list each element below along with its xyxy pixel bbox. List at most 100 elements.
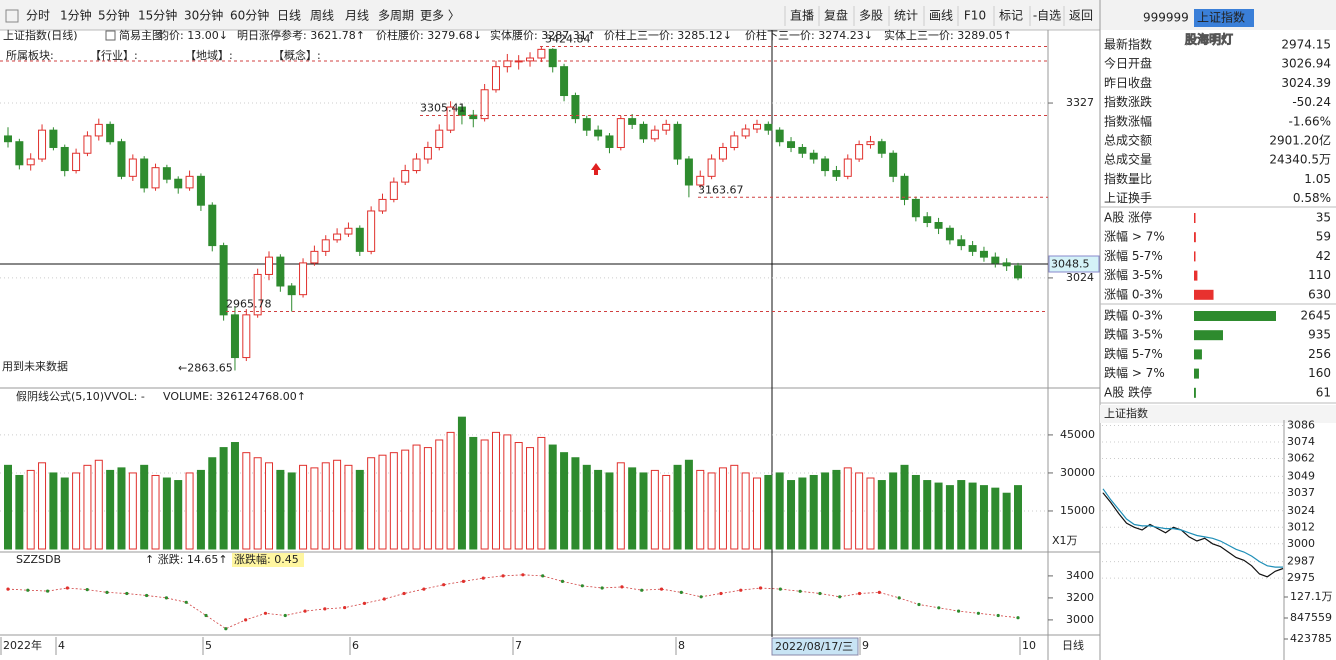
indicator-point [679, 590, 683, 595]
toolbar-button[interactable]: -自选 [1033, 9, 1061, 23]
volume-bar [412, 444, 421, 550]
volume-bar [208, 457, 217, 550]
toolbar-icon[interactable] [5, 9, 19, 23]
toolbar-button[interactable]: 标记 [999, 9, 1023, 23]
indicator-value: 明日涨停参考: 3621.78↑ [237, 28, 365, 42]
candle-body [741, 128, 750, 137]
volume-bar [571, 457, 580, 550]
tab[interactable]: 月线 [345, 9, 369, 23]
indicator-point [382, 597, 386, 601]
indicator-point [362, 601, 367, 606]
toolbar-button[interactable]: 多股 [859, 9, 883, 23]
tab[interactable]: 分时 [26, 9, 50, 23]
quote-value: -1.66% [1289, 114, 1331, 128]
volume-bar [26, 469, 35, 550]
candle-body [684, 158, 693, 186]
candle-body [185, 175, 194, 189]
x-tick-label: 2022年 [3, 638, 42, 652]
indicator-point [46, 589, 50, 593]
toolbar-button[interactable]: 直播 [790, 9, 814, 23]
tab[interactable]: 15分钟 [138, 8, 177, 23]
volume-bar [855, 472, 864, 550]
quote-label: 指数涨跌 [1104, 94, 1152, 109]
indicator-point [976, 611, 980, 615]
candle-body [821, 158, 830, 172]
volume-bar [162, 477, 171, 550]
quote-value: 24340.5万 [1269, 153, 1331, 167]
toolbar-button[interactable]: 统计 [894, 9, 918, 23]
candle-body [196, 175, 205, 206]
indicator-point [343, 605, 347, 610]
tab[interactable]: 更多 〉 [420, 9, 460, 23]
volume-bar [923, 480, 932, 550]
volume-bar [106, 469, 115, 550]
indicator-point [105, 590, 109, 595]
y-tick-label: 423785 [1290, 632, 1332, 645]
candle-body [809, 152, 818, 160]
y-tick-label: 3400 [1066, 569, 1094, 582]
candle-body [911, 198, 920, 218]
sector-label: 所属板块: [6, 48, 54, 62]
volume-bar [480, 439, 489, 550]
y-tick-label: 3024 [1287, 504, 1315, 517]
candle-body [923, 216, 932, 224]
toolbar-button[interactable]: F10 [964, 9, 986, 23]
candle-body [287, 285, 296, 296]
breadth-label: 涨幅 5-7% [1104, 248, 1163, 263]
tab[interactable]: 多周期 [378, 9, 414, 23]
y-tick-label: 127.1万 [1290, 590, 1333, 603]
candle-body [639, 123, 648, 140]
stock-code: 999999 [1143, 11, 1189, 25]
candle-body [491, 66, 500, 91]
breadth-bar [1194, 368, 1199, 379]
breadth-count: 160 [1308, 366, 1331, 380]
chart-mode[interactable]: 简易主图 [119, 28, 163, 42]
toolbar-button[interactable]: 复盘 [824, 8, 848, 23]
candle-body [877, 141, 886, 154]
x-tick-label: 8 [678, 639, 685, 652]
x-tick-label: 10 [1022, 639, 1036, 652]
volume-bar [219, 447, 228, 550]
indicator-point [26, 588, 30, 592]
candle-body [94, 123, 103, 137]
indicator-point [541, 574, 545, 578]
toolbar-button[interactable]: 画线 [929, 9, 953, 23]
volume-bar [866, 477, 875, 550]
x-tick-label: 6 [352, 639, 359, 652]
price-annotation: 3305.41 [420, 101, 466, 114]
volume-bar [423, 447, 432, 550]
volume-bar [446, 431, 455, 550]
x-tick-label: 4 [58, 639, 65, 652]
candle-body [934, 222, 943, 229]
y-tick-label: 15000 [1060, 504, 1095, 517]
volume-bar [94, 459, 103, 550]
toolbar-button[interactable]: 返回 [1069, 9, 1093, 23]
tab[interactable]: 60分钟 [230, 8, 269, 23]
candle-body [503, 60, 512, 68]
breadth-label: A股 跌停 [1104, 384, 1152, 399]
price-annotation: 3163.67 [698, 183, 744, 196]
candle-body [594, 129, 603, 137]
indicator-point [303, 609, 307, 613]
x-tick-label: 9 [862, 639, 869, 652]
y-tick-label: 3000 [1287, 537, 1315, 550]
volume-bar [979, 485, 988, 550]
indicator-value: 价柱上三一价: 3285.12↓ [604, 28, 732, 42]
volume-bar [435, 439, 444, 550]
period-label[interactable]: 日线 [1062, 638, 1084, 652]
candle-body [832, 170, 841, 177]
tab[interactable]: 30分钟 [184, 8, 223, 23]
breadth-bar [1194, 387, 1196, 398]
volume-bar [128, 472, 137, 550]
y-tick-label: 3074 [1287, 435, 1315, 448]
tab[interactable]: 日线 [277, 9, 301, 23]
volume-bar [582, 464, 591, 550]
tab[interactable]: 1分钟 [60, 8, 92, 23]
breadth-count: 110 [1308, 268, 1331, 282]
tab[interactable]: 周线 [310, 9, 334, 23]
y-tick-label: 45000 [1060, 428, 1095, 441]
tab[interactable]: 5分钟 [98, 8, 130, 23]
candle-body [582, 118, 591, 131]
